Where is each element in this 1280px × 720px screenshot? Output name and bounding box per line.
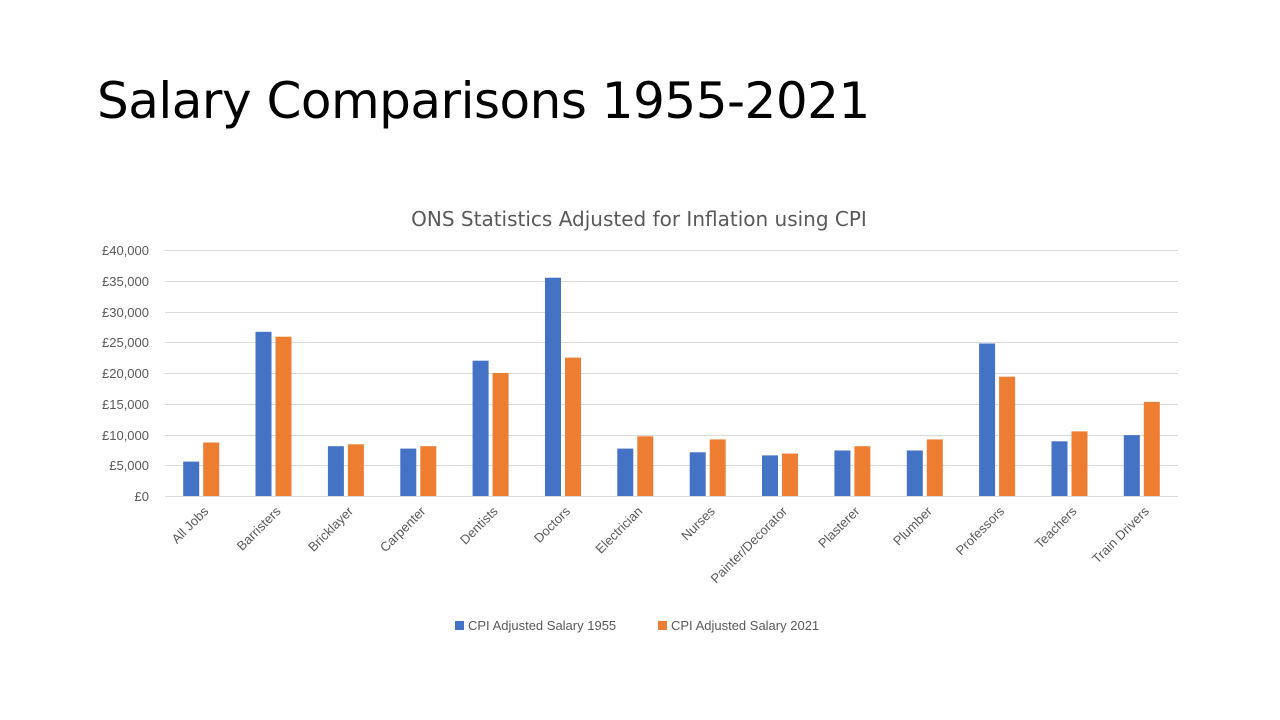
bar-2021 [203, 442, 220, 496]
y-tick-label: £40,000 [102, 243, 149, 258]
y-tick-label: £30,000 [102, 305, 149, 320]
x-tick-label: Plumber [890, 503, 935, 548]
y-tick-label: £20,000 [102, 366, 149, 381]
bar-2021 [854, 446, 871, 496]
bar-1955 [1051, 441, 1068, 496]
y-tick-label: £10,000 [102, 428, 149, 443]
bar-2021 [347, 444, 364, 496]
bar-1955 [979, 343, 996, 496]
bars [183, 277, 1160, 496]
y-tick-label: £0 [135, 489, 149, 504]
x-tick-label: Nurses [678, 503, 718, 543]
x-tick-label: Barristers [234, 503, 284, 553]
chart-title: ONS Statistics Adjusted for Inflation us… [411, 207, 867, 231]
bar-1955 [400, 448, 417, 496]
bar-1955 [255, 331, 272, 496]
x-tick-label: Train Drivers [1089, 503, 1152, 566]
bar-2021 [999, 376, 1016, 496]
bar-2021 [492, 373, 509, 496]
legend-label-1955: CPI Adjusted Salary 1955 [468, 618, 616, 633]
x-tick-label: Bricklayer [305, 503, 356, 554]
bar-2021 [709, 439, 726, 496]
gridlines [165, 250, 1178, 497]
bar-1955 [183, 461, 200, 496]
bar-1955 [327, 446, 344, 496]
legend-swatch-1955 [455, 621, 464, 630]
slide-title: Salary Comparisons 1955-2021 [97, 72, 870, 130]
legend-label-2021: CPI Adjusted Salary 2021 [671, 618, 819, 633]
x-tick-label: Dentists [457, 503, 501, 547]
x-tick-label: Carpenter [377, 503, 429, 555]
bar-2021 [420, 446, 437, 496]
legend: CPI Adjusted Salary 1955 CPI Adjusted Sal… [455, 618, 819, 633]
bar-2021 [1071, 431, 1088, 496]
y-tick-label: £25,000 [102, 335, 149, 350]
legend-swatch-2021 [658, 621, 667, 630]
bar-2021 [926, 439, 943, 496]
bar-2021 [782, 453, 798, 496]
y-tick-label: £15,000 [102, 397, 149, 412]
bar-1955 [689, 452, 706, 496]
x-tick-label: Teachers [1032, 503, 1080, 551]
bar-2021 [1143, 401, 1160, 496]
y-axis: £0 £5,000 £10,000 £15,000 £20,000 £25,000 £30,… [102, 243, 149, 504]
x-tick-label: Electrician [592, 504, 645, 557]
bar-1955 [1123, 435, 1140, 496]
x-tick-label: Painter/Decorator [707, 503, 790, 586]
bar-1955 [472, 360, 489, 496]
x-tick-label: Doctors [531, 503, 574, 546]
bar-1955 [545, 277, 561, 496]
x-axis: All Jobs Barristers Bricklayer Carpenter Den… [169, 503, 1153, 586]
bar-2021 [275, 336, 292, 496]
bar-1955 [762, 455, 778, 496]
x-tick-label: All Jobs [169, 503, 212, 546]
x-tick-label: Plasterer [815, 503, 863, 551]
bar-1955 [906, 450, 923, 496]
y-tick-label: £5,000 [109, 458, 149, 473]
y-tick-label: £35,000 [102, 274, 149, 289]
bar-1955 [617, 448, 634, 496]
x-tick-label: Professors [953, 503, 1008, 558]
bar-2021 [565, 357, 581, 496]
bar-2021 [637, 436, 654, 496]
bar-1955 [834, 450, 851, 496]
